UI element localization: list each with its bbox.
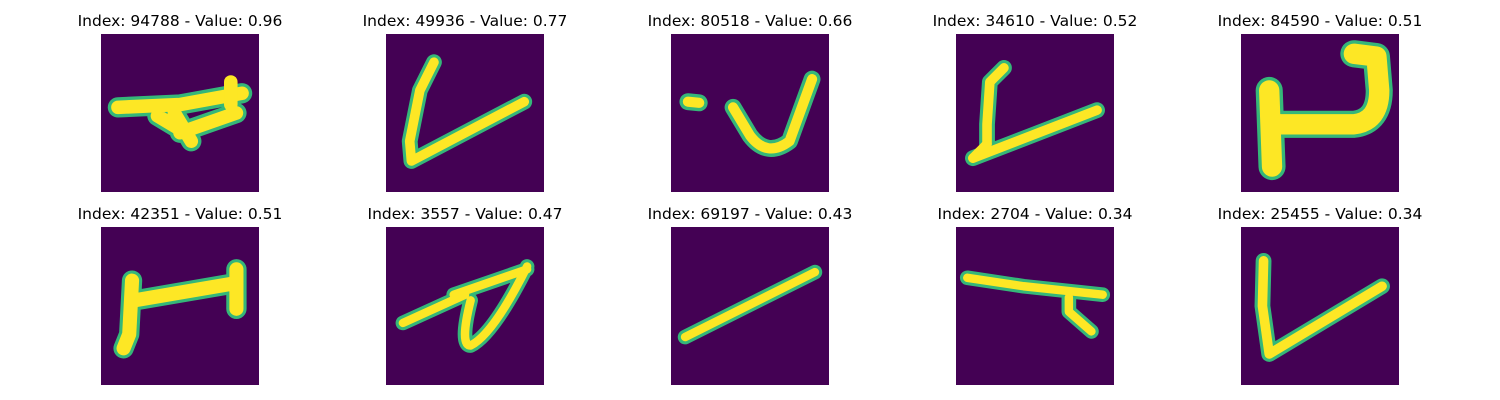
- panel-title: Index: 94788 - Value: 0.96: [77, 12, 283, 30]
- glyph-hook-shape: [1255, 40, 1393, 181]
- glyph-arrow-like-stroke: [107, 75, 253, 152]
- panel-title: Index: 34610 - Value: 0.52: [932, 12, 1138, 30]
- panel-3: Index: 80518 - Value: 0.66: [630, 12, 870, 192]
- panel-2: Index: 49936 - Value: 0.77: [345, 12, 585, 192]
- digit-image: [956, 227, 1114, 385]
- panel-7: Index: 3557 - Value: 0.47: [345, 205, 585, 385]
- panel-title: Index: 84590 - Value: 0.51: [1217, 12, 1423, 30]
- glyph-i-like-stroke: [113, 259, 247, 359]
- panel-title: Index: 80518 - Value: 0.66: [647, 12, 853, 30]
- panel-title: Index: 69197 - Value: 0.43: [647, 205, 853, 223]
- digit-image: [101, 227, 259, 385]
- glyph-v-like-stroke: [1254, 252, 1390, 362]
- digit-image: [1241, 34, 1399, 192]
- digit-image: [101, 34, 259, 192]
- panel-title: Index: 2704 - Value: 0.34: [937, 205, 1133, 223]
- panel-1: Index: 94788 - Value: 0.96: [60, 12, 300, 192]
- digit-image: [386, 227, 544, 385]
- panel-title: Index: 49936 - Value: 0.77: [362, 12, 568, 30]
- panel-10: Index: 25455 - Value: 0.34: [1200, 205, 1440, 385]
- glyph-loop-stroke: [395, 259, 535, 353]
- panel-5: Index: 84590 - Value: 0.51: [1200, 12, 1440, 192]
- digit-image: [1241, 227, 1399, 385]
- digit-image: [671, 34, 829, 192]
- digit-image: [956, 34, 1114, 192]
- panel-4: Index: 34610 - Value: 0.52: [915, 12, 1155, 192]
- panel-6: Index: 42351 - Value: 0.51: [60, 205, 300, 385]
- glyph-v-like-stroke: [965, 59, 1105, 167]
- panel-8: Index: 69197 - Value: 0.43: [630, 205, 870, 385]
- digit-image: [671, 227, 829, 385]
- glyph-v-like-stroke: [401, 54, 533, 169]
- digit-image: [386, 34, 544, 192]
- glyph-j-like-stroke: [679, 70, 821, 157]
- panel-title: Index: 42351 - Value: 0.51: [77, 205, 283, 223]
- panel-title: Index: 3557 - Value: 0.47: [367, 205, 563, 223]
- panel-9: Index: 2704 - Value: 0.34: [915, 205, 1155, 385]
- panel-title: Index: 25455 - Value: 0.34: [1217, 205, 1423, 223]
- glyph-t-like-stroke: [959, 270, 1111, 339]
- glyph-diagonal-line: [677, 264, 823, 345]
